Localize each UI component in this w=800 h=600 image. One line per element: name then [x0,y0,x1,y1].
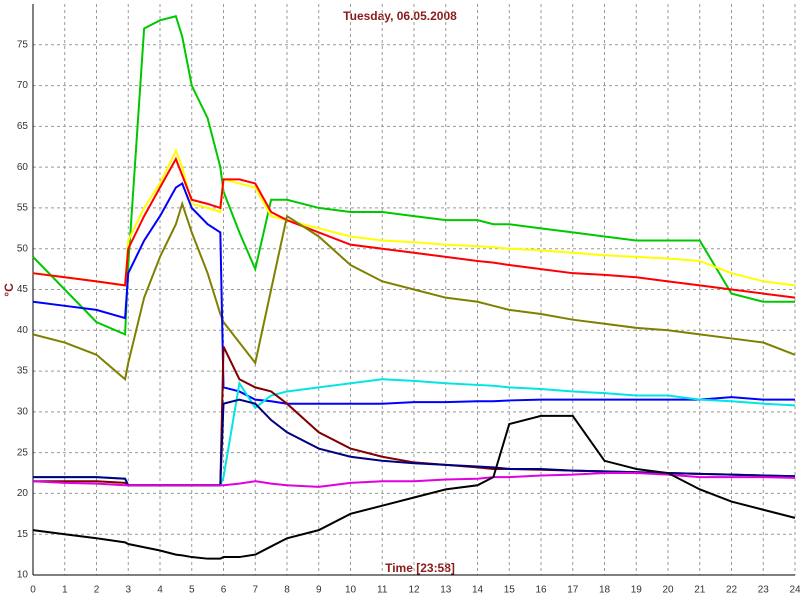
x-tick-label: 20 [662,585,674,596]
y-tick-label: 70 [17,80,29,91]
x-tick-label: 13 [440,585,452,596]
y-tick-label: 50 [17,243,29,254]
x-tick-label: 9 [316,585,322,596]
x-tick-label: 17 [567,585,579,596]
x-tick-label: 12 [408,585,420,596]
x-tick-label: 7 [252,585,258,596]
chart-title: Tuesday, 06.05.2008 [343,9,457,23]
x-tick-label: 1 [62,585,68,596]
y-tick-label: 25 [17,447,29,458]
x-tick-label: 2 [94,585,100,596]
series-line [32,181,795,405]
x-tick-label: 6 [221,585,227,596]
y-tick-label: 55 [17,203,29,214]
x-tick-label: 8 [284,585,290,596]
x-tick-label: 16 [535,585,547,596]
series-line [32,414,796,560]
x-tick-label: 18 [599,585,611,596]
y-tick-label: 15 [17,529,29,540]
y-tick-label: 75 [17,39,29,50]
y-tick-label: 40 [17,325,29,336]
x-tick-label: 23 [758,585,770,596]
y-tick-label: 65 [17,121,29,132]
x-tick-label: 10 [345,585,357,596]
y-tick-label: 10 [17,570,29,581]
x-tick-label: 4 [157,585,163,596]
x-tick-label: 3 [125,585,131,596]
x-tick-label: 15 [504,585,516,596]
y-tick-label: 45 [17,284,29,295]
x-axis-label: Time [23:58] [385,561,455,575]
series-line [32,200,796,382]
x-tick-label: 0 [30,585,36,596]
series-line [33,346,796,487]
y-tick-label: 30 [17,406,29,417]
x-tick-label: 21 [694,585,706,596]
x-tick-label: 22 [726,585,738,596]
x-tick-label: 5 [189,585,195,596]
y-axis-label: °C [2,283,16,297]
series-line [32,15,795,336]
x-tick-label: 11 [377,585,388,596]
y-tick-label: 60 [17,162,29,173]
series-line [32,472,796,488]
x-tick-label: 19 [631,585,643,596]
y-tick-label: 35 [17,366,29,377]
y-tick-label: 20 [17,488,29,499]
x-tick-label: 24 [789,585,800,596]
x-tick-label: 14 [472,585,484,596]
series-line [32,148,796,287]
